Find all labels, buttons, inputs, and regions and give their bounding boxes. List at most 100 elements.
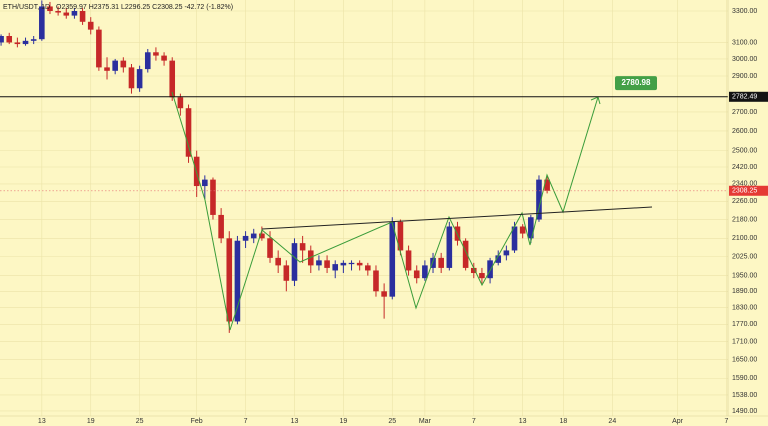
candle-body — [528, 217, 534, 239]
candle-body — [87, 21, 94, 30]
horizontal-line-label: 2782.49 — [732, 94, 757, 101]
candle-body — [226, 238, 233, 322]
candle-body — [299, 243, 306, 251]
candle-body — [397, 221, 404, 251]
y-tick-label: 3000.00 — [732, 56, 757, 63]
candle-body — [470, 267, 477, 274]
candle-body — [381, 291, 387, 297]
candle-body — [161, 55, 167, 61]
overlays: 2782.49 2308.25 2780.98 — [0, 76, 768, 196]
candle-body — [177, 97, 184, 109]
candle-body — [356, 262, 363, 266]
candle-body — [112, 60, 118, 71]
x-tick-label: 18 — [560, 418, 568, 425]
x-tick-label: 19 — [339, 418, 347, 425]
candle-body — [389, 221, 396, 297]
x-tick-label: 25 — [388, 418, 396, 425]
candle-body — [250, 233, 257, 239]
candle-body — [495, 255, 502, 263]
candle-body — [332, 264, 339, 271]
x-tick-label: 25 — [136, 418, 144, 425]
y-tick-label: 1650.00 — [732, 356, 757, 363]
y-tick-label: 1950.00 — [732, 272, 757, 279]
candle-body — [283, 265, 290, 281]
candle-body — [462, 240, 469, 268]
candle-body — [47, 6, 53, 12]
candle-body — [242, 235, 249, 241]
y-tick-label: 2420.00 — [732, 164, 757, 171]
ohlc-text: O2359.97 H2375.31 L2296.25 C2308.25 -42.… — [56, 4, 233, 11]
pattern-zigzag — [171, 91, 599, 331]
candle-body — [365, 265, 371, 271]
candle-body — [422, 265, 428, 279]
candle-body — [218, 214, 224, 239]
candle-body — [479, 273, 485, 279]
y-tick-label: 3300.00 — [732, 8, 757, 15]
candle-body — [519, 226, 526, 234]
candle-body — [71, 11, 78, 16]
candle-body — [348, 262, 355, 265]
y-tick-label: 1590.00 — [732, 375, 757, 382]
last-price-label: 2308.25 — [732, 188, 757, 195]
y-tick-label: 3100.00 — [732, 39, 757, 46]
candle-body — [79, 11, 86, 22]
candle-body — [275, 257, 281, 266]
symbol: ETH/USDT, 1D — [3, 4, 50, 11]
x-tick-label: 19 — [87, 418, 95, 425]
candle-body — [39, 6, 45, 40]
x-tick-label: 13 — [291, 418, 299, 425]
x-tick-label: 7 — [244, 418, 248, 425]
y-tick-label: 1710.00 — [732, 338, 757, 345]
candle-body — [0, 35, 4, 43]
candle-body — [503, 250, 510, 256]
candle-body — [202, 179, 208, 187]
x-tick-label: 24 — [608, 418, 616, 425]
y-tick-label: 1538.00 — [732, 392, 757, 399]
candle-body — [446, 226, 453, 268]
candles — [0, 0, 550, 333]
candle-body — [96, 29, 102, 68]
candle-body — [307, 250, 314, 266]
candle-body — [210, 179, 216, 215]
candle-body — [544, 179, 550, 191]
candle-body — [340, 262, 347, 266]
x-tick-label: Feb — [191, 418, 203, 425]
candle-body — [373, 270, 379, 292]
y-tick-label: 1890.00 — [732, 288, 757, 295]
candle-body — [6, 35, 13, 43]
y-tick-label: 1770.00 — [732, 321, 757, 328]
candle-body — [104, 67, 110, 71]
price-label-bg — [729, 91, 768, 102]
candle-body — [511, 226, 518, 251]
candle-body — [144, 52, 151, 70]
candle-body — [413, 270, 420, 279]
candle-body — [324, 260, 330, 268]
candle-body — [14, 42, 21, 45]
x-tick-label: 13 — [38, 418, 46, 425]
candle-body — [316, 260, 322, 266]
price-label-bg — [729, 185, 768, 196]
candle-body — [22, 40, 29, 45]
target-label-bg — [615, 76, 657, 91]
y-tick-label: 1830.00 — [732, 304, 757, 311]
x-tick-label: 13 — [519, 418, 527, 425]
y-tick-label: 2600.00 — [732, 128, 757, 135]
candle-body — [536, 179, 542, 220]
candle-body — [438, 257, 444, 268]
y-tick-label: 2025.00 — [732, 253, 757, 260]
candle-body — [234, 240, 241, 322]
candle-body — [291, 243, 298, 281]
candle-body — [136, 69, 143, 89]
target-label: 2780.98 — [622, 78, 651, 87]
candle-body — [55, 11, 61, 13]
y-tick-label: 2260.00 — [732, 198, 757, 205]
candle-body — [405, 250, 412, 271]
candle-body — [430, 257, 436, 268]
neckline — [261, 206, 653, 230]
y-tick-label: 2100.00 — [732, 235, 757, 242]
y-tick-label: 2900.00 — [732, 73, 757, 80]
candle-body — [153, 52, 159, 56]
candle-body — [185, 108, 192, 157]
y-tick-label: 2340.00 — [732, 181, 757, 188]
